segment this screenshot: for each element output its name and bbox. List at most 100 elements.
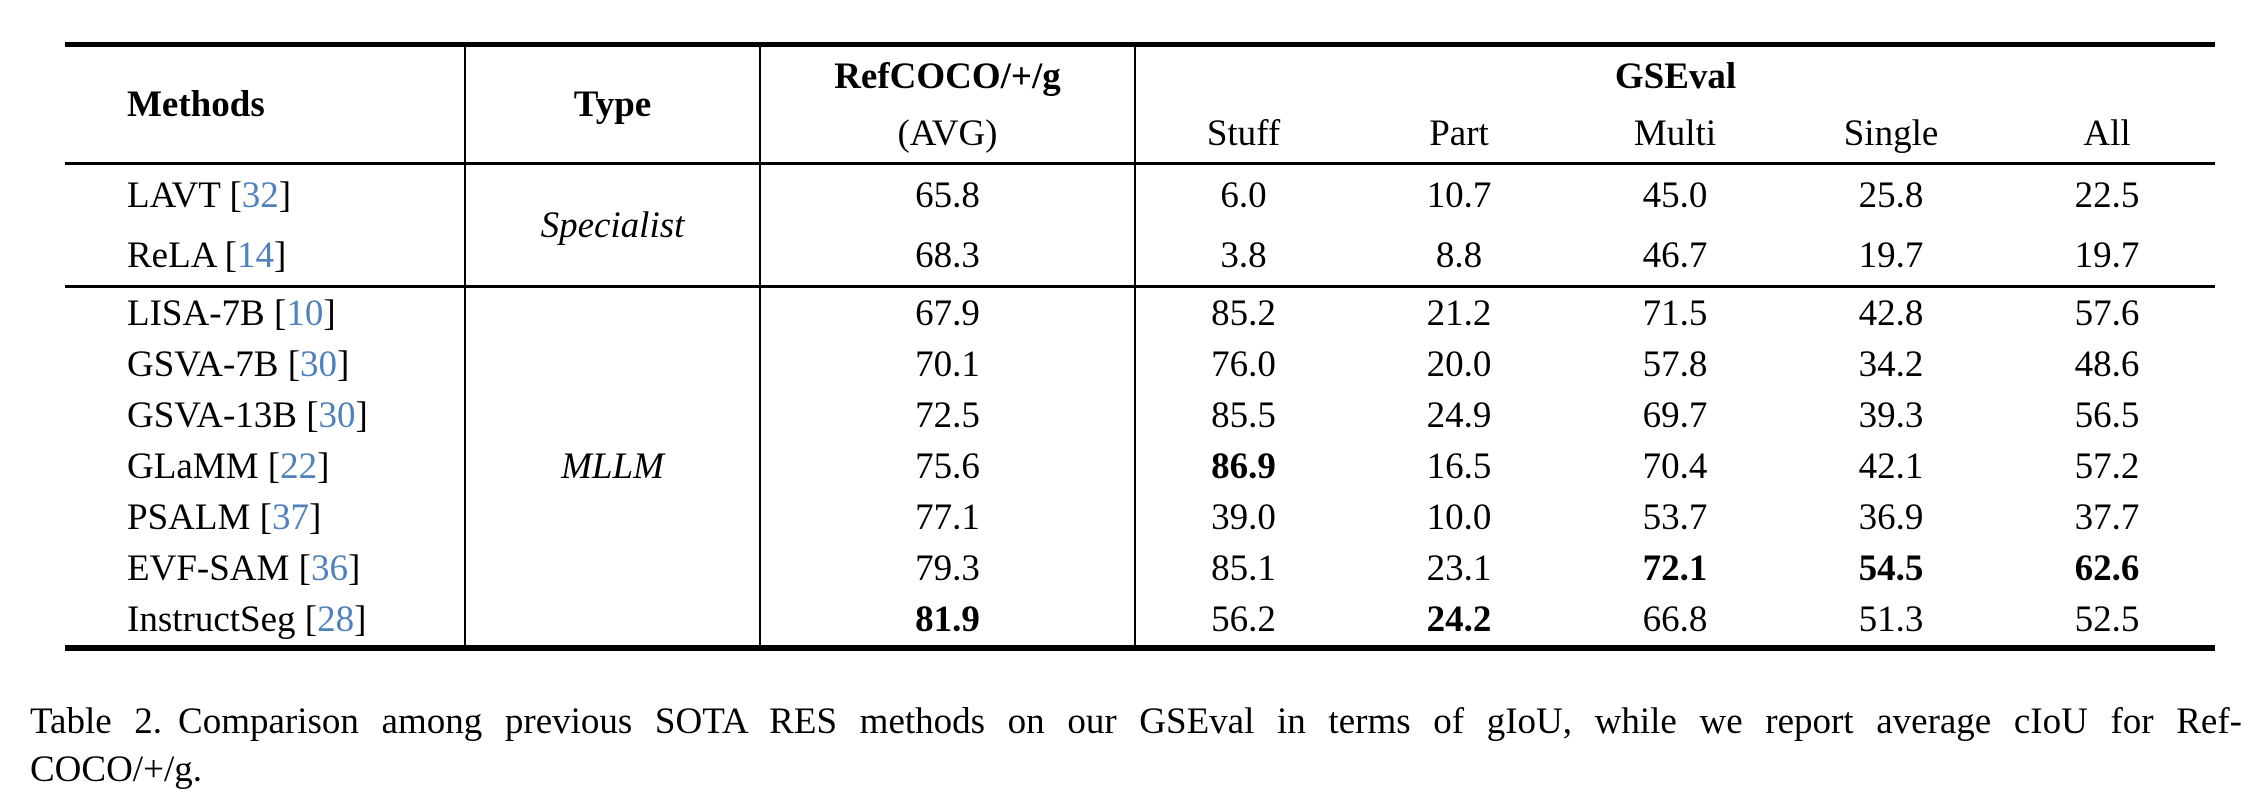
mllm-group: LISA-7B [10] MLLM 67.9 85.2 21.2 71.5 42…	[65, 286, 2215, 648]
value-cell: 23.1	[1426, 548, 1492, 589]
table-row-gsva-13b: GSVA-13B [30] 72.5 85.5 24.9 69.7 39.3 5…	[65, 390, 2215, 441]
table-row-lavt: LAVT [32] Specialist 65.8 6.0 10.7 45.0 …	[65, 163, 2215, 287]
citation-bracket: [	[273, 293, 287, 334]
value-cell: 39.0	[1211, 497, 1276, 538]
table-row-evf-sam: EVF-SAM [36] 79.3 85.1 23.1 72.1 54.5 62…	[65, 543, 2215, 594]
value-cell: 19.7	[1858, 234, 1924, 276]
value-cell: 10.7	[1426, 174, 1492, 216]
citation-link[interactable]: 37	[271, 497, 309, 538]
citation-bracket: [	[287, 344, 301, 385]
method-cell: LISA-7B [10]	[65, 286, 466, 339]
citation-link[interactable]: 10	[286, 293, 324, 334]
value-cell: 22.5	[2074, 174, 2140, 216]
value-cell: 85.2	[1211, 293, 1276, 334]
citation-bracket: ]	[308, 497, 322, 538]
method-cell: GSVA-13B [30]	[65, 390, 466, 441]
value-cell: 71.5	[1642, 293, 1708, 334]
method-name: ReLA	[127, 234, 216, 276]
column-header-type: Type	[465, 44, 761, 164]
value-cell: 45.0	[1642, 174, 1708, 216]
value-cell: 76.0	[1211, 344, 1276, 385]
method-name: LISA-7B	[127, 293, 265, 334]
citation-bracket: [	[267, 446, 281, 487]
value-cell: 69.7	[1642, 395, 1708, 436]
value-cell: 48.6	[2074, 344, 2140, 385]
citation-bracket: ]	[337, 344, 350, 385]
citation-bracket: ]	[278, 174, 292, 216]
value-cell: 3.8	[1220, 234, 1267, 276]
column-group-header-gseval: GSEval	[1614, 55, 1737, 97]
citation-bracket: ]	[317, 446, 330, 487]
column-header-methods: Methods	[65, 44, 466, 164]
value-cell: 56.5	[2074, 395, 2140, 436]
table-row-lisa-7b: LISA-7B [10] MLLM 67.9 85.2 21.2 71.5 42…	[65, 286, 2215, 648]
caption-line-1: Table 2. Comparison among previous SOTA R…	[30, 698, 2242, 746]
method-cell: GLaMM [22]	[65, 441, 466, 492]
table-row-gsva-7b: GSVA-7B [30] 70.1 76.0 20.0 57.8 34.2 48…	[65, 339, 2215, 390]
value-cell: 85.5	[1211, 395, 1276, 436]
method-name: GSVA-7B	[127, 344, 279, 385]
value-cell: 68.3	[760, 225, 1136, 287]
value-cell: 65.8	[760, 163, 1136, 225]
specialist-group: LAVT [32] Specialist 65.8 6.0 10.7 45.0 …	[65, 163, 2216, 287]
citation-link[interactable]: 30	[300, 344, 338, 385]
citation-link[interactable]: 22	[280, 446, 318, 487]
table-header: Methods Type RefCOCO/+/g GSEval (AVG) St…	[65, 44, 2216, 164]
value-cell: 77.1	[760, 492, 1136, 543]
citation-bracket: ]	[354, 599, 367, 640]
method-name: InstructSeg	[127, 599, 296, 640]
value-cell: 46.7	[1642, 234, 1708, 276]
value-cell: 85.1	[1211, 548, 1276, 589]
column-header-refcoco-avg: (AVG)	[760, 105, 1136, 164]
value-cell: 56.2	[1211, 599, 1276, 640]
method-name: PSALM	[127, 497, 251, 538]
method-name: LAVT	[127, 174, 221, 216]
column-header-stuff: Stuff	[1206, 113, 1281, 154]
citation-link[interactable]: 30	[318, 395, 356, 436]
citation-bracket: [	[224, 234, 237, 276]
table-row-rela: ReLA [14] 68.3 3.8 8.8 46.7 19.7 19.7	[65, 225, 2215, 287]
method-cell: EVF-SAM [36]	[65, 543, 466, 594]
value-cell: 52.5	[2074, 599, 2140, 640]
value-cell-best: 62.6	[2074, 548, 2140, 589]
citation-link[interactable]: 14	[236, 234, 274, 276]
citation-bracket: ]	[323, 293, 336, 334]
value-cell: 10.0	[1426, 497, 1492, 538]
value-cell: 39.3	[1858, 395, 1924, 436]
column-header-all: All	[2083, 113, 2131, 154]
citation-link[interactable]: 32	[241, 174, 279, 216]
table-row-instructseg: InstructSeg [28] 81.9 56.2 24.2 66.8 51.…	[65, 594, 2215, 648]
value-cell-best: 24.2	[1426, 599, 1492, 640]
citation-bracket: ]	[273, 234, 287, 276]
citation-link[interactable]: 28	[317, 599, 355, 640]
citation-bracket: [	[229, 174, 242, 216]
method-name: EVF-SAM	[127, 548, 290, 589]
value-cell-best: 81.9	[760, 594, 1136, 648]
citation-bracket: [	[298, 548, 311, 589]
results-table: Methods Type RefCOCO/+/g GSEval (AVG) St…	[65, 42, 2216, 651]
value-cell: 25.8	[1858, 174, 1924, 216]
citation-bracket: [	[304, 599, 318, 640]
caption-label: Table 2.	[30, 701, 163, 742]
citation-link[interactable]: 36	[311, 548, 348, 589]
type-label-specialist: Specialist	[465, 163, 761, 287]
value-cell: 16.5	[1426, 446, 1492, 487]
type-label-mllm: MLLM	[465, 286, 761, 648]
value-cell: 53.7	[1642, 497, 1708, 538]
value-cell: 79.3	[760, 543, 1136, 594]
method-name: GSVA-13B	[127, 395, 297, 436]
method-cell: GSVA-7B [30]	[65, 339, 466, 390]
value-cell: 70.4	[1642, 446, 1708, 487]
value-cell: 67.9	[760, 286, 1136, 339]
column-header-refcoco: RefCOCO/+/g	[760, 44, 1136, 105]
value-cell: 6.0	[1220, 174, 1267, 216]
caption-line-2: COCO/+/g.	[30, 749, 202, 790]
value-cell: 37.7	[2074, 497, 2140, 538]
citation-bracket: [	[259, 497, 272, 538]
value-cell: 19.7	[2074, 234, 2140, 276]
value-cell: 51.3	[1858, 599, 1924, 640]
value-cell: 57.6	[2074, 293, 2140, 334]
value-cell: 42.1	[1858, 446, 1924, 487]
value-cell: 57.8	[1642, 344, 1708, 385]
